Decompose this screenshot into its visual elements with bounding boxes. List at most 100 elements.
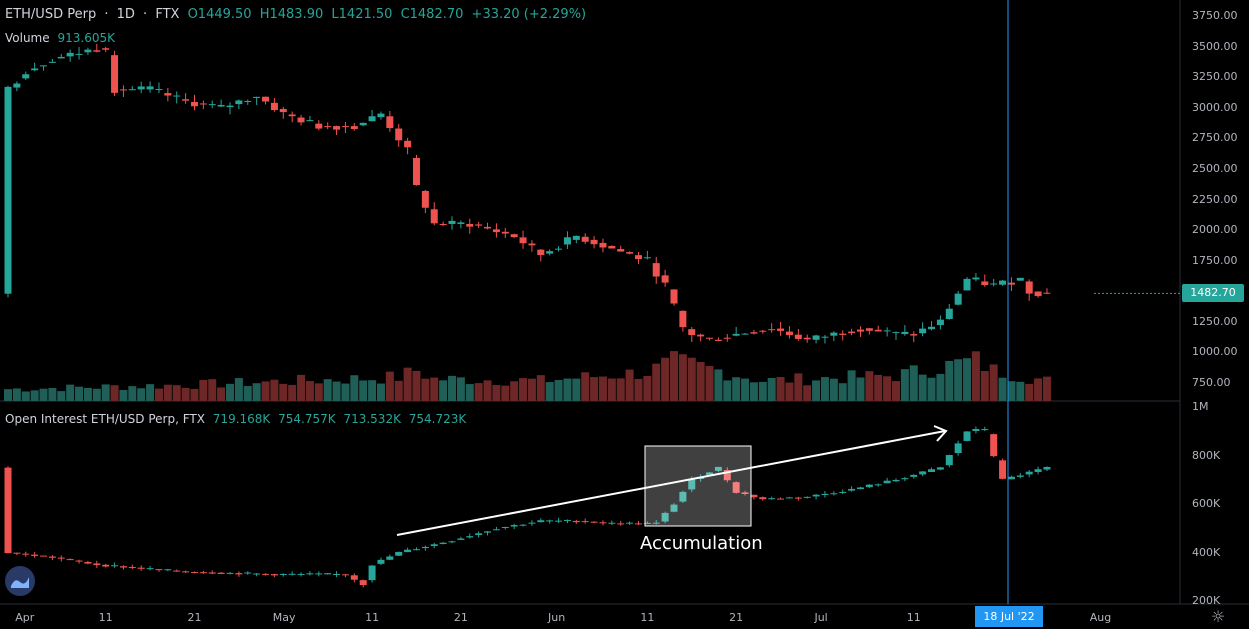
price-candle [270,102,278,111]
volume-bar [1034,378,1043,401]
volume-bar [643,376,652,401]
oi-candle [803,496,811,498]
volume-bar [892,381,900,401]
time-tick-label: Aug [1089,611,1112,624]
volume-bar [874,374,883,401]
oi-candle [199,572,207,574]
tradingview-logo-icon[interactable] [5,566,35,596]
volume-bar [66,384,75,401]
oi-candle [368,565,376,581]
oi-candle [466,536,474,538]
oi-candle [57,557,65,559]
price-candle [1025,281,1033,294]
time-tick-label: 11 [640,611,655,624]
volume-bar [474,383,483,401]
price-candle [723,337,731,339]
price-candle [324,126,332,128]
price-candle [848,331,856,334]
price-tick-label: 3000.00 [1192,100,1238,114]
price-candle [137,86,145,90]
symbol-legend: ETH/USD Perp · 1D · FTX O1449.50 H1483.9… [5,7,587,22]
price-candle [226,105,234,108]
oi-value-2: 754.757K [278,412,336,426]
price-candle [697,334,705,337]
oi-candle [288,573,296,575]
price-tick-label: 1750.00 [1192,253,1238,267]
volume-bar [590,377,599,401]
price-candle [208,104,216,106]
price-tick-label: 2750.00 [1192,131,1238,145]
volume-bar [829,378,838,401]
price-candle [679,310,687,328]
oi-candle [794,497,802,499]
price-candle [981,281,989,285]
price-candle [714,339,722,341]
price-candle [856,329,864,332]
volume-bar [847,370,856,401]
price-candle [173,95,181,97]
volume-bar [519,378,528,401]
price-candle [244,101,252,103]
price-candle [48,61,56,63]
oi-candle [679,491,687,502]
interval-label[interactable]: 1D [116,7,135,22]
oi-candle [626,522,634,524]
price-candle [590,239,598,245]
volume-bar [465,384,474,401]
close-value: C1482.70 [400,7,464,22]
oi-candle [1007,476,1015,480]
oi-tick-label: 800K [1192,448,1221,462]
price-candle [634,255,642,260]
oi-candle [226,572,234,574]
volume-bar [297,374,306,401]
volume-bar [803,385,812,401]
oi-candle [315,573,323,575]
price-tick-label: 2500.00 [1192,161,1238,175]
open-interest-legend[interactable]: Open Interest ETH/USD Perp, FTX 719.168K… [5,412,470,426]
time-tick-label: 21 [453,611,468,624]
oi-candle [546,520,554,522]
volume-bar [554,379,563,401]
price-tick-label: 750.00 [1192,376,1231,389]
price-candle [706,337,714,339]
volume-bar [403,367,412,401]
price-candle [421,190,429,208]
volume-bar [101,384,110,401]
volume-bar [581,372,590,401]
price-candle [581,236,589,242]
volume-bar [163,384,172,401]
volume-bar [971,351,980,401]
oi-candle [235,573,243,575]
volume-bar [439,380,448,401]
oi-title: Open Interest ETH/USD Perp, FTX [5,412,205,426]
oi-value-4: 754.723K [408,412,467,426]
oi-candle [182,571,190,573]
volume-bar [998,377,1007,401]
volume-bar [243,385,252,401]
oi-candle [572,520,580,523]
price-candle [448,220,456,224]
price-candle [1007,282,1015,285]
price-candle [146,86,154,90]
oi-candle [1025,471,1033,475]
volume-bar [598,376,607,401]
oi-candle [1034,469,1042,472]
oi-candle [66,559,74,561]
time-tick-label: Jul [814,611,828,624]
price-candle [599,242,607,248]
symbol-name[interactable]: ETH/USD Perp [5,7,97,22]
settings-gear-icon[interactable]: ☼ [1210,607,1226,626]
volume-legend[interactable]: Volume 913.605K [5,31,119,45]
oi-candle [128,566,136,568]
oi-candle [173,570,181,572]
price-candle [182,99,190,101]
oi-candle [324,573,332,575]
price-candle [155,89,163,91]
volume-bar [75,386,84,401]
oi-candle [901,478,909,480]
oi-candle [279,573,287,575]
price-candle [945,308,953,319]
price-candle [368,116,376,122]
price-candle [963,278,971,291]
